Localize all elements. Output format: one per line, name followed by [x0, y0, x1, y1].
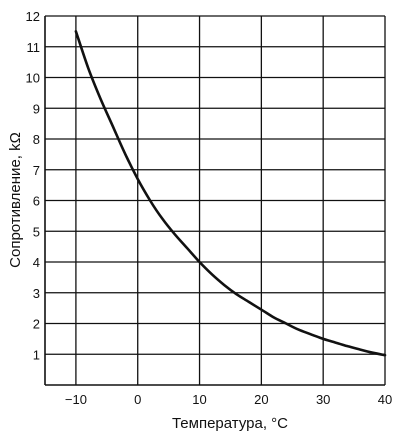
- x-tick-label: 20: [254, 392, 268, 407]
- y-tick-label: 11: [27, 40, 41, 55]
- y-tick-label: 3: [33, 286, 40, 301]
- series-group: [74, 30, 387, 357]
- y-tick-label: 12: [26, 9, 40, 24]
- grid: [45, 15, 386, 385]
- y-axis-title: Сопротивление, kΩ: [7, 132, 24, 268]
- y-tick-label: 7: [33, 163, 40, 178]
- y-tick-label: 9: [33, 101, 40, 116]
- y-tick-label: 2: [33, 317, 40, 332]
- y-tick-label: 10: [26, 71, 40, 86]
- y-tick-label: 5: [33, 224, 40, 239]
- x-tick-label: 40: [378, 392, 392, 407]
- x-tick-label: 30: [316, 392, 330, 407]
- series-line-0: [74, 30, 387, 357]
- plot-frame: [44, 16, 385, 386]
- x-axis-title: Температура, °С: [172, 415, 288, 432]
- y-tick-label: 4: [33, 255, 40, 270]
- y-tick-label: 8: [33, 132, 40, 147]
- x-tick-label: −10: [65, 392, 87, 407]
- x-tick-label: 0: [134, 392, 141, 407]
- y-tick-label: 1: [33, 347, 40, 362]
- x-tick-label: 10: [192, 392, 206, 407]
- y-tick-label: 6: [33, 194, 40, 209]
- x-tick-labels: −10 0 10 20 30 40: [65, 392, 392, 407]
